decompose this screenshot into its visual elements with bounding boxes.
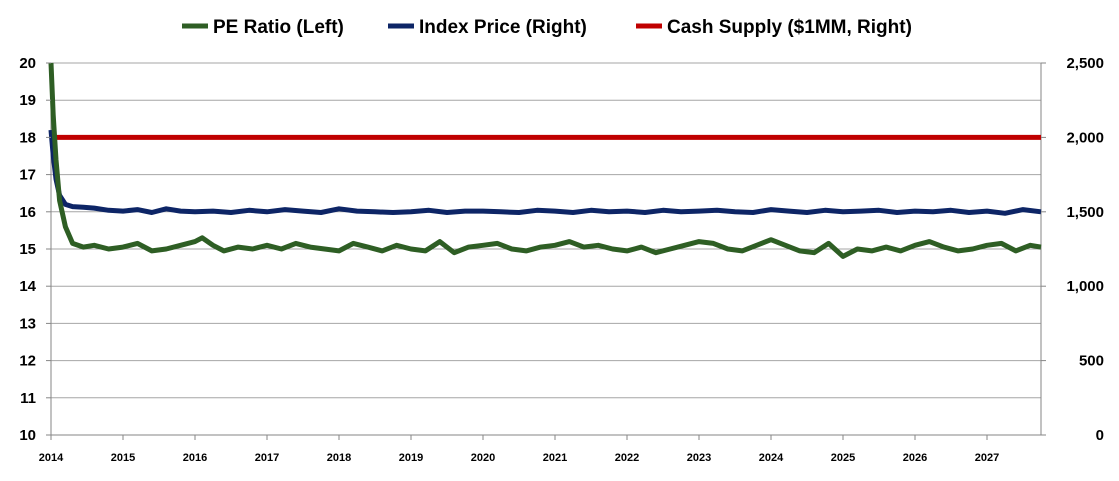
- left-tick-label: 18: [19, 129, 36, 146]
- right-tick-label: 500: [1079, 353, 1104, 370]
- left-tick-label: 19: [19, 92, 36, 109]
- x-tick-label: 2027: [975, 452, 999, 464]
- left-tick-label: 17: [19, 167, 36, 184]
- right-tick-label: 2,000: [1066, 129, 1104, 146]
- right-tick-label: 1,000: [1066, 278, 1104, 295]
- x-tick-label: 2017: [255, 452, 279, 464]
- series-layer: [48, 62, 1042, 259]
- x-tick-label: 2020: [471, 452, 495, 464]
- left-tick-label: 16: [19, 204, 36, 221]
- right-tick-label: 0: [1096, 427, 1104, 444]
- legend-label: Index Price (Right): [419, 17, 587, 38]
- x-tick-label: 2024: [759, 452, 784, 464]
- x-tick-label: 2018: [327, 452, 351, 464]
- x-tick-label: 2019: [399, 452, 423, 464]
- x-tick-label: 2015: [111, 452, 135, 464]
- left-tick-label: 15: [19, 241, 36, 258]
- x-tick-label: 2014: [39, 452, 64, 464]
- left-tick-label: 14: [19, 278, 36, 295]
- x-tick-label: 2021: [543, 452, 567, 464]
- left-tick-label: 13: [19, 315, 36, 332]
- x-tick-label: 2023: [687, 452, 711, 464]
- legend-label: Cash Supply ($1MM, Right): [667, 17, 912, 38]
- x-axis-ticks: 2014 2015 2016 2017 2018 2019 2020 2021 2022 2023…: [39, 435, 999, 464]
- x-tick-label: 2022: [615, 452, 639, 464]
- legend-label: PE Ratio (Left): [213, 17, 344, 38]
- left-tick-label: 12: [19, 353, 36, 370]
- left-tick-label: 10: [19, 427, 36, 444]
- series-line-1: [48, 129, 1042, 216]
- legend: PE Ratio (Left) Index Price (Right) Cash S…: [182, 17, 912, 38]
- left-axis-ticks: 10 11 12 13 14 15 16 17 18 19 20: [19, 55, 51, 444]
- x-tick-label: 2016: [183, 452, 207, 464]
- right-tick-label: 2,500: [1066, 55, 1104, 72]
- left-tick-label: 20: [19, 55, 36, 72]
- left-tick-label: 11: [20, 390, 36, 407]
- series-line-0: [48, 62, 1042, 259]
- x-tick-label: 2026: [903, 452, 927, 464]
- x-tick-label: 2025: [831, 452, 855, 464]
- right-tick-label: 1,500: [1066, 204, 1104, 221]
- right-axis-ticks: 0 500 1,000 1,500 2,000 2,500: [1041, 55, 1104, 444]
